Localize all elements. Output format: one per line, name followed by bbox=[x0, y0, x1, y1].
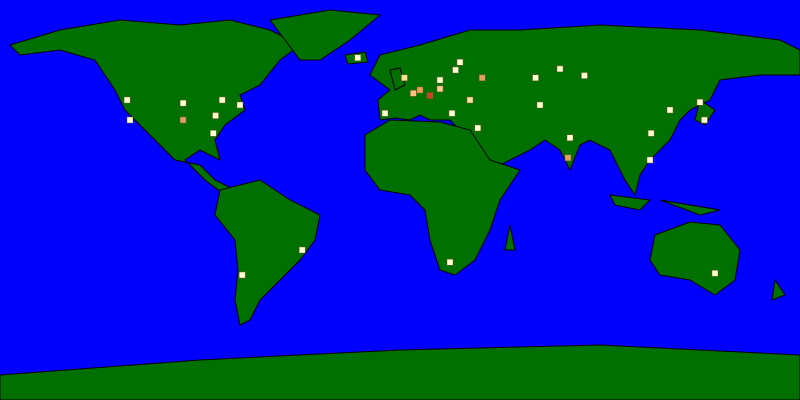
marker bbox=[212, 112, 219, 119]
marker bbox=[210, 130, 217, 137]
marker bbox=[179, 116, 187, 124]
marker bbox=[436, 76, 444, 84]
marker bbox=[426, 92, 434, 99]
marker bbox=[401, 74, 408, 82]
north-america bbox=[9, 19, 301, 196]
marker bbox=[354, 54, 362, 62]
marker bbox=[218, 96, 226, 104]
marker bbox=[466, 96, 474, 104]
marker bbox=[236, 101, 244, 109]
marker bbox=[647, 130, 655, 137]
marker bbox=[381, 110, 389, 117]
indonesia bbox=[609, 194, 721, 216]
marker bbox=[478, 74, 486, 82]
marker bbox=[456, 58, 464, 66]
marker bbox=[711, 270, 719, 277]
greenland bbox=[269, 9, 382, 61]
marker bbox=[566, 134, 574, 142]
marker bbox=[452, 66, 459, 74]
japan bbox=[694, 99, 716, 126]
madagascar bbox=[504, 224, 516, 251]
marker bbox=[416, 86, 424, 94]
marker bbox=[696, 98, 704, 106]
africa bbox=[364, 119, 521, 276]
antarctica bbox=[0, 344, 800, 400]
land bbox=[0, 9, 800, 400]
marker bbox=[446, 258, 454, 266]
marker bbox=[536, 101, 544, 109]
marker bbox=[532, 74, 539, 82]
marker bbox=[238, 271, 246, 279]
marker bbox=[126, 116, 134, 124]
britain bbox=[389, 67, 406, 91]
marker bbox=[581, 72, 588, 79]
south-america bbox=[214, 179, 321, 326]
marker bbox=[298, 246, 306, 254]
marker bbox=[701, 116, 708, 124]
marker bbox=[564, 154, 572, 162]
australia bbox=[649, 221, 741, 296]
marker bbox=[448, 110, 456, 117]
marker bbox=[556, 65, 564, 73]
marker bbox=[436, 85, 444, 93]
marker bbox=[410, 90, 417, 97]
marker bbox=[666, 106, 674, 114]
marker bbox=[179, 99, 187, 107]
marker bbox=[474, 124, 482, 132]
marker bbox=[123, 96, 131, 104]
marker bbox=[646, 156, 654, 164]
new-zealand bbox=[771, 278, 786, 301]
